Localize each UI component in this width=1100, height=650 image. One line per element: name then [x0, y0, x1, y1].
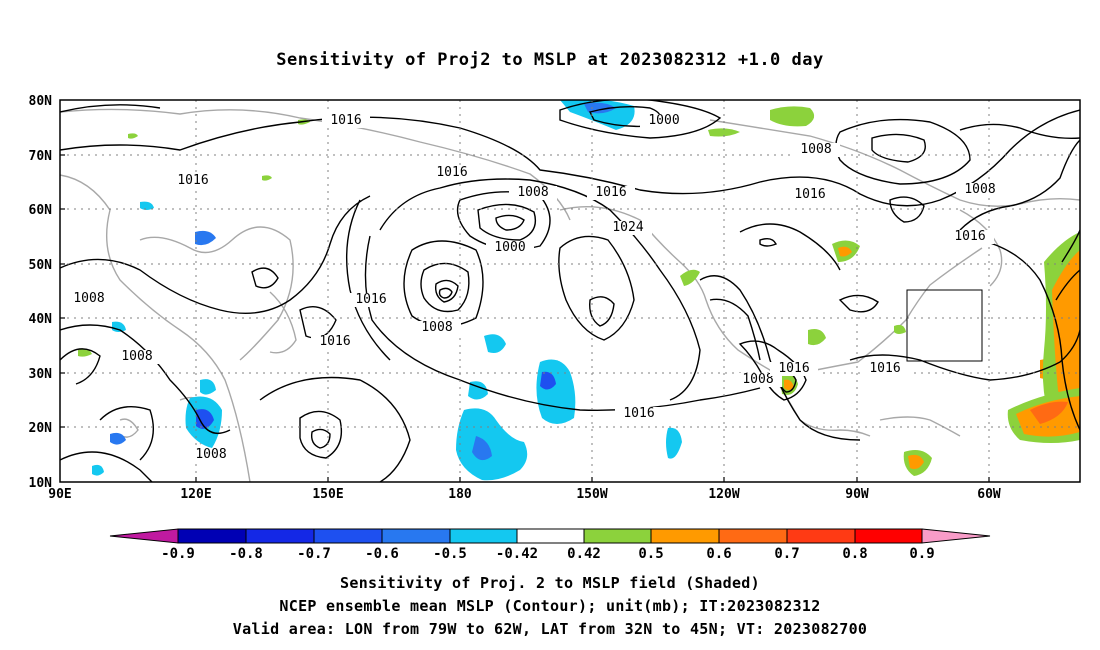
colorbar-label: 0.7 [774, 546, 799, 562]
colorbar-label: 0.6 [706, 546, 731, 562]
colorbar-segment [718, 528, 788, 544]
y-tick-label: 60N [29, 203, 53, 218]
colorbar-label: -0.9 [161, 546, 195, 562]
axis-ticks [60, 154, 990, 482]
y-tick-label: 20N [29, 421, 53, 436]
colorbar-label: -0.7 [297, 546, 331, 562]
colorbar-segment [854, 528, 923, 544]
colorbar-segment [583, 528, 652, 544]
colorbar-label: 0.9 [909, 546, 934, 562]
map-frame [59, 99, 1081, 483]
caption-contour: NCEP ensemble mean MSLP (Contour); unit(… [279, 597, 821, 615]
contour-label: 1000 [494, 240, 525, 255]
contour-label: 1008 [195, 447, 226, 462]
colorbar-labels: -0.9 -0.8 -0.7 -0.6 -0.5 -0.42 0.42 0.5 … [161, 546, 935, 562]
x-tick-label: 150W [576, 487, 607, 502]
x-tick-label: 60W [977, 487, 1001, 502]
colorbar-segment [786, 528, 856, 544]
colorbar [109, 528, 991, 544]
contour-label: 1008 [964, 182, 995, 197]
contour-label: 1024 [612, 220, 643, 235]
x-tick-label: 120W [708, 487, 739, 502]
colorbar-segment [921, 528, 991, 544]
contour-label: 1000 [648, 113, 679, 128]
contour-labels: 1016 1000 1016 1008 1016 1008 1016 1000 … [65, 113, 1004, 462]
x-tick-label: 150E [312, 487, 343, 502]
colorbar-segment [449, 528, 518, 544]
colorbar-label: 0.5 [638, 546, 663, 562]
x-tick-labels: 90E 120E 150E 180 150W 120W 90W 60W [48, 487, 1001, 502]
contour-label: 1016 [330, 113, 361, 128]
y-tick-label: 50N [29, 258, 53, 273]
y-tick-label: 30N [29, 367, 53, 382]
colorbar-label: 0.42 [567, 546, 601, 562]
valid-area-box [906, 289, 983, 362]
colorbar-segment [177, 528, 247, 544]
contour-label: 1016 [355, 292, 386, 307]
contour-label: 1008 [800, 142, 831, 157]
map-area: 1016 1000 1016 1008 1016 1008 1016 1000 … [60, 100, 1080, 482]
contour-label: 1008 [121, 349, 152, 364]
y-tick-labels: 10N 20N 30N 40N 50N 60N 70N 80N [29, 94, 53, 491]
caption-valid-area: Valid area: LON from 79W to 62W, LAT fro… [232, 620, 868, 638]
caption-shading: Sensitivity of Proj. 2 to MSLP field (Sh… [340, 574, 760, 592]
colorbar-segment [650, 528, 720, 544]
contour-label: 1016 [595, 185, 626, 200]
y-tick-label: 80N [29, 94, 53, 109]
contour-label: 1016 [177, 173, 208, 188]
contour-label: 1016 [778, 361, 809, 376]
map-title: Sensitivity of Proj2 to MSLP at 20230823… [276, 50, 824, 70]
colorbar-label: -0.6 [365, 546, 399, 562]
colorbar-label: -0.42 [496, 546, 538, 562]
contour-label: 1016 [869, 361, 900, 376]
colorbar-segment [245, 528, 315, 544]
contour-label: 1016 [623, 406, 654, 421]
colorbar-segment [516, 528, 585, 544]
y-tick-label: 70N [29, 149, 53, 164]
y-tick-label: 10N [29, 476, 53, 491]
colorbar-label: 0.8 [842, 546, 867, 562]
contour-label: 1008 [73, 291, 104, 306]
x-tick-label: 90E [48, 487, 71, 502]
x-tick-label: 90W [845, 487, 869, 502]
colorbar-segment [381, 528, 451, 544]
y-tick-label: 40N [29, 312, 53, 327]
contour-label: 1008 [517, 185, 548, 200]
sensitivity-shading [78, 100, 1080, 481]
contour-label: 1008 [742, 372, 773, 387]
lat-lon-grid [60, 100, 1080, 482]
colorbar-segment [313, 528, 383, 544]
x-tick-label: 180 [448, 487, 472, 502]
contour-label: 1016 [319, 334, 350, 349]
contour-label: 1008 [421, 320, 452, 335]
colorbar-label: -0.5 [433, 546, 467, 562]
contour-label: 1016 [954, 229, 985, 244]
colorbar-segment [109, 528, 179, 544]
colorbar-label: -0.8 [229, 546, 263, 562]
x-tick-label: 120E [180, 487, 211, 502]
contour-label: 1016 [794, 187, 825, 202]
contour-label: 1016 [436, 165, 467, 180]
